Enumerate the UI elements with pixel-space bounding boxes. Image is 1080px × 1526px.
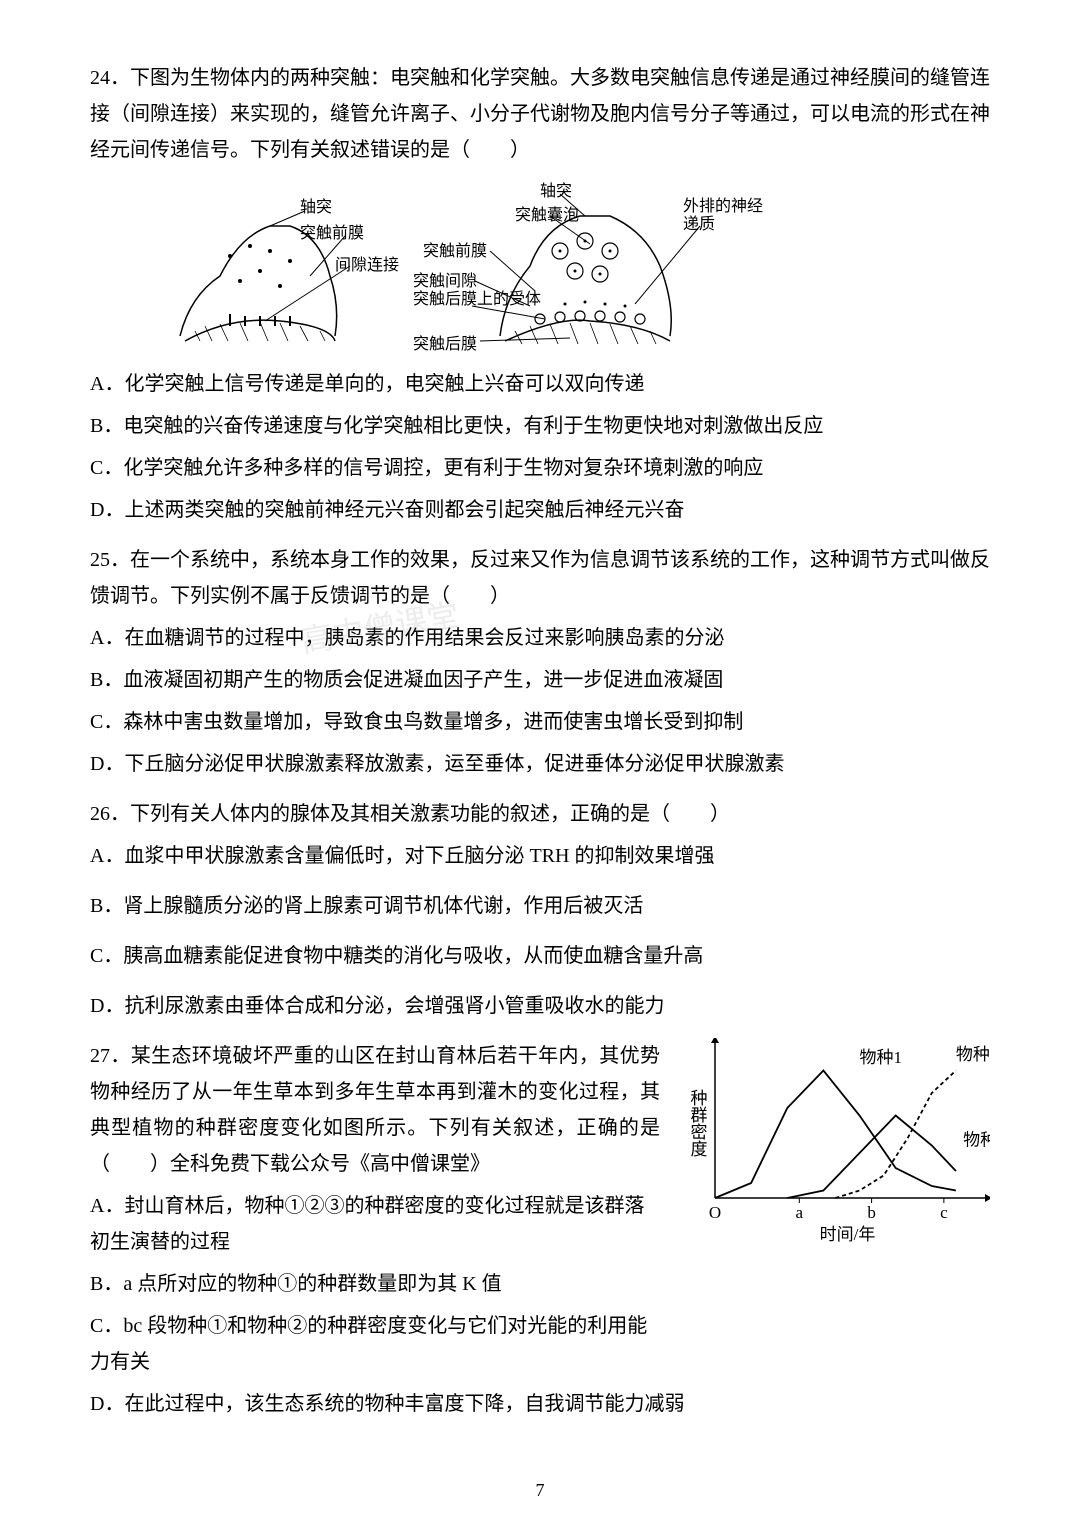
question-24: 24．下图为生物体内的两种突触：电突触和化学突触。大多数电突触信息传递是通过神经…	[90, 60, 990, 528]
q25-option-b: B．血液凝固初期产生的物质会促进凝血因子产生，进一步促进血液凝固	[90, 662, 990, 698]
label-gap-junction: 间隙连接	[335, 252, 399, 281]
svg-text:时间/年: 时间/年	[820, 1225, 876, 1244]
svg-text:物种②: 物种②	[963, 1131, 990, 1150]
svg-text:物种1: 物种1	[860, 1048, 903, 1067]
q25-stem: 25．在一个系统中，系统本身工作的效果，反过来又作为信息调节该系统的工作，这种调…	[90, 542, 990, 614]
q24-diagram: 轴突 突触前膜 间隙连接 轴突 突触囊泡 突触前膜 突触间隙 突触后膜上的受体 …	[170, 176, 770, 356]
label-exocytosis: 外排的神经递质	[683, 198, 770, 233]
q25-option-d: D．下丘脑分泌促甲状腺激素释放激素，运至垂体，促进垂体分泌促甲状腺激素	[90, 746, 990, 782]
question-27: 27．某生态环境破坏严重的山区在封山育林后若干年内，其优势物种经历了从一年生草本…	[90, 1038, 990, 1422]
label-postsynaptic: 突触后膜	[413, 331, 477, 360]
label-vesicle: 突触囊泡	[515, 202, 579, 231]
page-number: 7	[536, 1474, 545, 1506]
q26-option-a: A．血浆中甲状腺激素含量偏低时，对下丘脑分泌 TRH 的抑制效果增强	[90, 838, 990, 874]
svg-text:b: b	[867, 1203, 876, 1222]
q27-option-a: A．封山育林后，物种①②③的种群密度的变化过程就是该群落初生演替的过程	[90, 1188, 660, 1260]
label-receptor: 突触后膜上的受体	[413, 291, 541, 309]
q27-option-c: C．bc 段物种①和物种②的种群密度变化与它们对光能的利用能力有关	[90, 1308, 660, 1380]
q27-stem: 27．某生态环境破坏严重的山区在封山育林后若干年内，其优势物种经历了从一年生草本…	[90, 1038, 660, 1182]
question-26: 26．下列有关人体内的腺体及其相关激素功能的叙述，正确的是（ ） A．血浆中甲状…	[90, 796, 990, 1024]
label-presynaptic: 突触前膜	[300, 220, 364, 249]
q25-option-c: C．森林中害虫数量增加，导致食虫鸟数量增多，进而使害虫增长受到抑制	[90, 704, 990, 740]
svg-text:a: a	[796, 1203, 804, 1222]
label-presynaptic2: 突触前膜	[423, 238, 487, 267]
svg-text:种群密度: 种群密度	[688, 1089, 708, 1157]
svg-text:O: O	[709, 1203, 721, 1222]
q26-option-c: C．胰高血糖素能促进食物中糖类的消化与吸收，从而使血糖含量升高	[90, 938, 990, 974]
q26-option-d: D．抗利尿激素由垂体合成和分泌，会增强肾小管重吸收水的能力	[90, 988, 990, 1024]
q26-option-b: B．肾上腺髓质分泌的肾上腺素可调节机体代谢，作用后被灭活	[90, 888, 990, 924]
question-25: 25．在一个系统中，系统本身工作的效果，反过来又作为信息调节该系统的工作，这种调…	[90, 542, 990, 782]
q24-option-d: D．上述两类突触的突触前神经元兴奋则都会引起突触后神经元兴奋	[90, 492, 990, 528]
label-axon1: 轴突	[300, 194, 332, 223]
q27-chart: Oa b c 物种1 物种② 物种③ 种群密度时间/年	[680, 1038, 990, 1248]
q25-option-a: A．在血糖调节的过程中，胰岛素的作用结果会反过来影响胰岛素的分泌	[90, 620, 990, 656]
q27-option-b: B．a 点所对应的物种①的种群数量即为其 K 值	[90, 1266, 660, 1302]
q24-option-c: C．化学突触允许多种多样的信号调控，更有利于生物对复杂环境刺激的响应	[90, 450, 990, 486]
q24-stem: 24．下图为生物体内的两种突触：电突触和化学突触。大多数电突触信息传递是通过神经…	[90, 60, 990, 168]
q26-stem: 26．下列有关人体内的腺体及其相关激素功能的叙述，正确的是（ ）	[90, 796, 990, 832]
q24-option-b: B．电突触的兴奋传递速度与化学突触相比更快，有利于生物更快地对刺激做出反应	[90, 408, 990, 444]
svg-text:c: c	[940, 1203, 948, 1222]
svg-text:物种③: 物种③	[956, 1045, 990, 1064]
q27-option-d: D．在此过程中，该生态系统的物种丰富度下降，自我调节能力减弱	[90, 1386, 990, 1422]
q24-option-a: A．化学突触上信号传递是单向的，电突触上兴奋可以双向传递	[90, 366, 990, 402]
